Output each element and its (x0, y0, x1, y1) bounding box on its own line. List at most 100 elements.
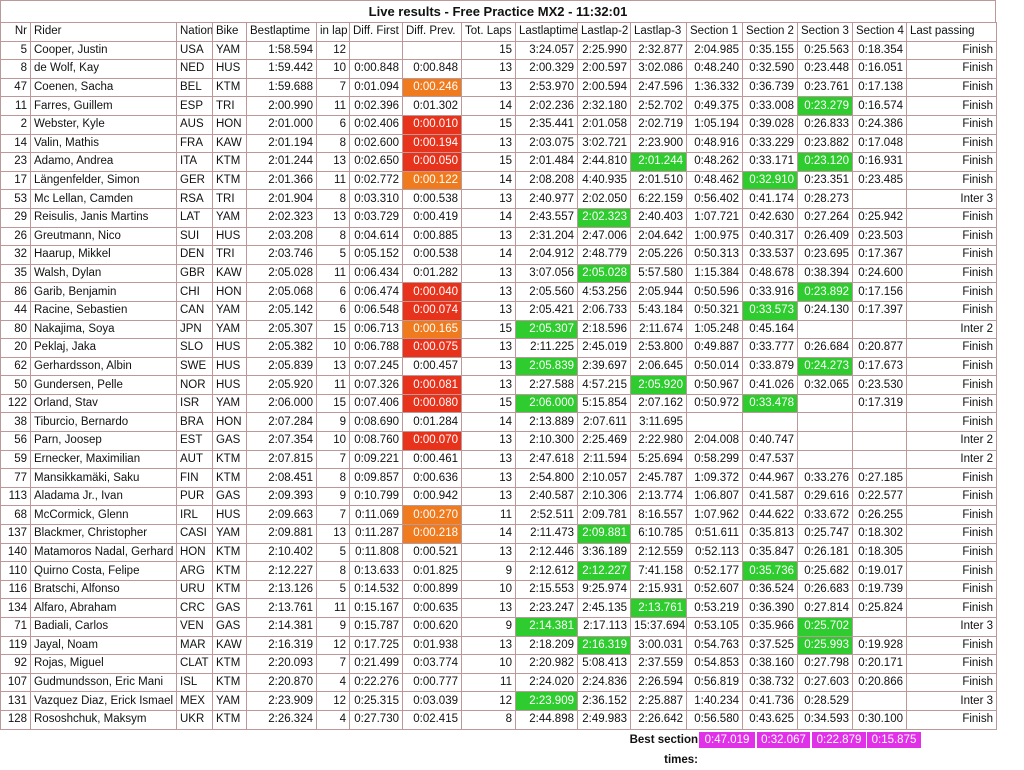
col-lastlaptime-cell: 2:54.800 (515, 468, 578, 488)
col-section-4-cell: 0:16.931 (852, 152, 907, 172)
col-section-1-cell: 0:52.113 (686, 542, 743, 563)
col-section-2-cell: 0:33.171 (742, 152, 798, 172)
col-nation-cell: UKR (176, 709, 213, 730)
col-diff-prev-cell: 0:00.081 (402, 375, 462, 395)
col-tot-laps-cell: 14 (461, 412, 516, 433)
col-section-3-cell: 0:33.672 (797, 505, 853, 526)
col-lastlap-2-cell: 2:47.006 (577, 226, 631, 247)
col-lastlap-3-cell: 2:05.226 (630, 245, 687, 265)
col-tot-laps-cell: 13 (461, 133, 516, 154)
col-section-4-cell: 0:18.354 (852, 40, 907, 61)
col-in-lap-cell: 12 (316, 691, 350, 711)
col-diff-prev-cell: 0:00.218 (402, 524, 462, 544)
col-section-2-cell: 0:32.590 (742, 59, 798, 79)
col-rider-cell: Webster, Kyle (30, 114, 177, 135)
col-tot-laps-cell: 11 (461, 505, 516, 526)
col-section-3-cell: 0:27.603 (797, 672, 853, 693)
col-diff-first-header: Diff. First (349, 22, 403, 42)
col-lastlaptime-cell: 2:24.020 (515, 672, 578, 693)
col-section-3-cell: 0:23.892 (797, 282, 853, 302)
col-diff-first-cell: 0:21.499 (349, 654, 403, 674)
col-lastlap-2-cell: 2:16.319 (577, 635, 631, 656)
col-lastlap-2-cell: 2:17.113 (577, 617, 631, 637)
col-section-4-cell: 0:19.739 (852, 579, 907, 600)
col-nation-cell: FIN (176, 468, 213, 488)
col-lastlap-3-cell: 8:16.557 (630, 505, 687, 526)
col-section-3-cell: 0:25.993 (797, 635, 853, 656)
col-diff-first-cell: 0:15.787 (349, 617, 403, 637)
col-section-1-cell: 0:53.219 (686, 598, 743, 618)
col-nation-cell: MAR (176, 635, 213, 656)
table-row: 113 Aladama Jr., Ivan PUR GAS 2:09.393 9 0:10.… (0, 486, 997, 507)
col-nation-cell: URU (176, 579, 213, 600)
col-nation-cell: EST (176, 431, 213, 451)
col-bestlaptime-cell: 1:58.594 (246, 40, 317, 61)
col-lastlap-2-cell: 2:00.597 (577, 59, 631, 79)
table-row: 2 Webster, Kyle AUS HON 2:01.000 6 0:02.406 0:0… (0, 114, 997, 135)
best-section-1: 0:47.019 (699, 731, 755, 748)
col-bike-cell: KAW (212, 133, 247, 154)
col-diff-prev-cell: 0:00.070 (402, 431, 462, 451)
col-lastlap-2-cell: 2:32.180 (577, 96, 631, 116)
col-section-3-cell: 0:29.616 (797, 486, 853, 507)
col-nr-cell: 77 (0, 468, 31, 488)
col-diff-prev-cell: 0:00.050 (402, 152, 462, 172)
col-last-passing-cell: Inter 3 (906, 189, 997, 209)
col-nation-cell: IRL (176, 505, 213, 526)
col-in-lap-cell: 8 (316, 189, 350, 209)
col-diff-first-cell: 0:11.287 (349, 524, 403, 544)
col-lastlaptime-header: Lastlaptime (515, 22, 578, 42)
col-in-lap-cell: 15 (316, 393, 350, 414)
col-section-2-cell: 0:33.916 (742, 282, 798, 302)
col-rider-cell: Aladama Jr., Ivan (30, 486, 177, 507)
col-lastlap-2-header: Lastlap-2 (577, 22, 631, 42)
col-section-1-header: Section 1 (686, 22, 743, 42)
col-tot-laps-cell: 11 (461, 672, 516, 693)
col-lastlap-3-cell: 2:13.761 (630, 598, 687, 618)
col-last-passing-cell: Finish (906, 598, 997, 618)
col-lastlaptime-cell: 2:05.560 (515, 282, 578, 302)
col-bestlaptime-cell: 2:20.870 (246, 672, 317, 693)
col-section-2-cell: 0:33.537 (742, 245, 798, 265)
col-lastlaptime-cell: 2:43.557 (515, 207, 578, 228)
col-section-3-cell: 0:25.682 (797, 561, 853, 581)
col-section-2-cell: 0:43.625 (742, 709, 798, 730)
col-section-1-cell: 1:06.807 (686, 486, 743, 507)
col-tot-laps-cell: 15 (461, 152, 516, 172)
col-diff-first-cell: 0:22.276 (349, 672, 403, 693)
col-in-lap-cell: 11 (316, 263, 350, 284)
col-in-lap-cell: 9 (316, 617, 350, 637)
table-row: 23 Adamo, Andrea ITA KTM 2:01.244 13 0:02.650 0… (0, 152, 997, 172)
col-nr-cell: 23 (0, 152, 31, 172)
col-last-passing-cell: Finish (906, 654, 997, 674)
col-section-1-cell: 1:07.721 (686, 207, 743, 228)
col-section-3-cell: 0:34.593 (797, 709, 853, 730)
col-nation-cell: SLO (176, 338, 213, 358)
col-section-4-cell (852, 617, 907, 637)
col-diff-first-cell: 0:13.633 (349, 561, 403, 581)
col-nr-cell: 47 (0, 77, 31, 98)
col-bestlaptime-cell: 1:59.688 (246, 77, 317, 98)
col-in-lap-cell: 11 (316, 96, 350, 116)
col-rider-cell: de Wolf, Kay (30, 59, 177, 79)
col-lastlaptime-cell: 2:12.446 (515, 542, 578, 563)
col-last-passing-cell: Finish (906, 170, 997, 191)
col-nr-cell: 26 (0, 226, 31, 247)
col-bike-cell: TRI (212, 189, 247, 209)
col-lastlap-2-cell: 2:11.594 (577, 449, 631, 470)
col-last-passing-cell: Finish (906, 96, 997, 116)
table-row: 137 Blackmer, Christopher CASI YAM 2:09.881 1… (0, 524, 997, 544)
col-last-passing-cell: Inter 2 (906, 319, 997, 340)
col-diff-first-cell: 0:06.474 (349, 282, 403, 302)
col-lastlap-3-cell: 2:45.787 (630, 468, 687, 488)
col-section-1-cell: 0:56.402 (686, 189, 743, 209)
col-rider-cell: Haarup, Mikkel (30, 245, 177, 265)
table-row: 116 Bratschi, Alfonso URU KTM 2:13.126 5 0:14.… (0, 579, 997, 600)
col-bike-cell: KAW (212, 635, 247, 656)
col-lastlaptime-cell: 2:44.898 (515, 709, 578, 730)
col-nr-cell: 17 (0, 170, 31, 191)
col-nr-cell: 107 (0, 672, 31, 693)
col-lastlap-2-cell: 4:40.935 (577, 170, 631, 191)
col-tot-laps-cell: 14 (461, 207, 516, 228)
col-diff-prev-cell: 0:00.848 (402, 59, 462, 79)
